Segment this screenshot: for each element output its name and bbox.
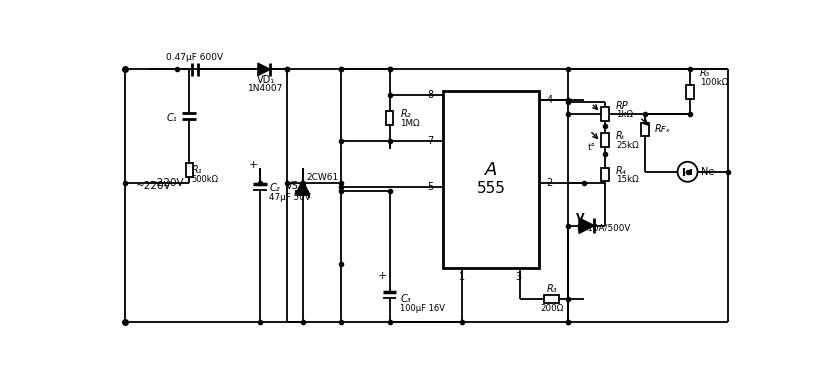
Text: 7: 7: [427, 136, 433, 146]
Bar: [641, 122, 649, 136]
Text: 2CW61: 2CW61: [307, 172, 339, 181]
Text: 2: 2: [546, 178, 553, 188]
Bar: [601, 133, 609, 147]
Text: 8: 8: [427, 90, 433, 100]
Bar: [686, 85, 694, 99]
Text: Rꜰₓ: Rꜰₓ: [656, 124, 671, 134]
Text: 200Ω: 200Ω: [540, 304, 563, 313]
Text: 5: 5: [427, 182, 433, 192]
Bar: [601, 167, 609, 181]
Bar: [601, 107, 609, 121]
Text: 1N4007: 1N4007: [248, 84, 283, 93]
Text: 555: 555: [476, 181, 506, 196]
Bar: [544, 295, 559, 303]
Bar: [386, 111, 393, 125]
Polygon shape: [296, 180, 310, 194]
Text: 1: 1: [459, 272, 465, 282]
Text: R₃: R₃: [546, 284, 557, 294]
Text: 3: 3: [515, 272, 521, 282]
Text: +: +: [378, 271, 387, 281]
Text: 100μF 16V: 100μF 16V: [401, 303, 446, 312]
Text: R₁: R₁: [192, 165, 202, 175]
Text: 25kΩ: 25kΩ: [616, 141, 639, 150]
Text: 1kΩ: 1kΩ: [616, 110, 633, 119]
Text: V: V: [576, 213, 585, 223]
Text: C₂: C₂: [269, 183, 280, 193]
Text: R₄: R₄: [616, 166, 626, 176]
Text: R₅: R₅: [700, 68, 711, 78]
Text: VD₁: VD₁: [257, 75, 275, 85]
Bar: [186, 163, 193, 177]
Text: KS10A/500V: KS10A/500V: [576, 223, 631, 232]
Text: 100kΩ: 100kΩ: [700, 78, 728, 87]
Text: 500kΩ: 500kΩ: [192, 175, 219, 184]
Text: RP: RP: [616, 101, 629, 111]
Text: Ne: Ne: [701, 167, 715, 177]
Text: 47μF 50V: 47μF 50V: [269, 193, 312, 202]
Text: C₃: C₃: [401, 294, 411, 304]
Text: VS: VS: [286, 181, 299, 191]
Text: +: +: [248, 160, 258, 170]
Polygon shape: [579, 218, 595, 233]
Text: 15kΩ: 15kΩ: [616, 175, 639, 184]
Text: Rₜ: Rₜ: [616, 131, 626, 141]
Text: 0.47μF 600V: 0.47μF 600V: [167, 53, 223, 62]
Text: ~220V: ~220V: [148, 178, 184, 188]
Text: C₁: C₁: [167, 113, 177, 123]
Circle shape: [677, 162, 697, 182]
Text: t°: t°: [588, 143, 596, 152]
Bar: [442, 91, 539, 268]
Text: R₂: R₂: [401, 109, 411, 119]
Text: 4: 4: [546, 95, 553, 105]
Text: 1MΩ: 1MΩ: [401, 119, 420, 128]
Polygon shape: [258, 63, 270, 76]
Text: ~220V: ~220V: [136, 181, 171, 191]
Text: A: A: [485, 161, 497, 179]
